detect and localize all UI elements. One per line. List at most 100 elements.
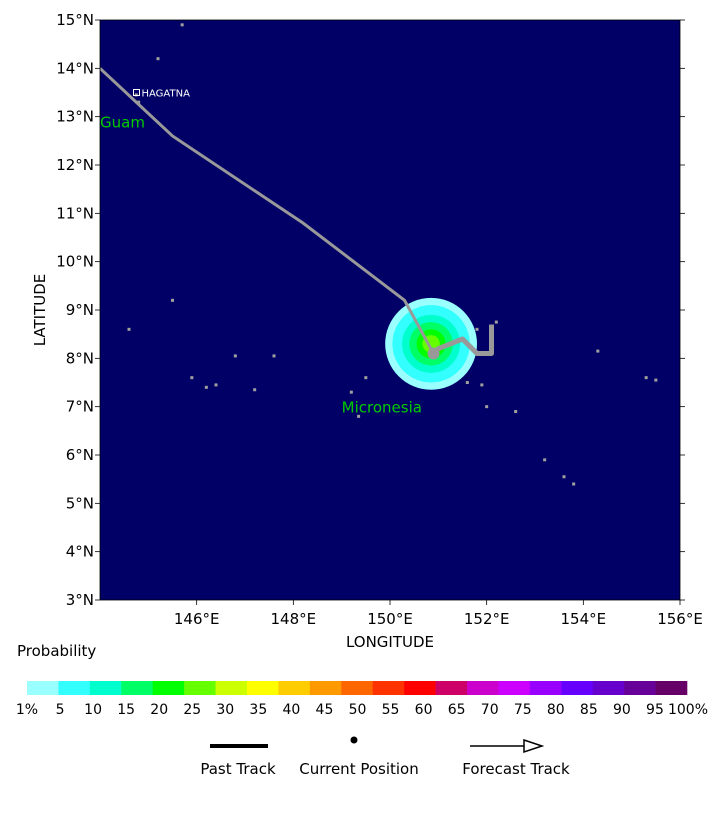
ocean-background: [100, 20, 680, 600]
island-speck: [204, 385, 208, 389]
lon-tick-label: 148°E: [271, 610, 317, 628]
city-marker-icon: [133, 89, 140, 96]
lon-tick-label: 154°E: [561, 610, 607, 628]
island-speck: [171, 298, 174, 302]
colorbar-label: 70: [481, 702, 499, 718]
lon-tick-label: 146°E: [174, 610, 220, 628]
colorbar-label: 35: [249, 702, 267, 718]
colorbar-swatch: [278, 681, 311, 695]
lat-tick-label: 10°N: [56, 253, 94, 271]
colorbar-label: 75: [514, 702, 532, 718]
colorbar-label: 50: [349, 702, 367, 718]
colorbar-swatch: [561, 681, 594, 695]
current-position-key-label: Current Position: [299, 760, 419, 778]
colorbar-swatch: [215, 681, 248, 695]
axis-ticks: 15°N 14°N 13°N 12°N 11°N 10°N 9°N 8°N 7°N 6°N 5°N 4…: [56, 11, 703, 628]
lat-tick-label: 4°N: [66, 543, 94, 561]
colorbar-label: 5: [56, 702, 65, 718]
colorbar-swatch: [372, 681, 405, 695]
colorbar-label: 1%: [16, 702, 38, 718]
island-speck: [654, 378, 658, 382]
island-speck: [156, 57, 160, 61]
forecast-track-key-arrow-icon: [523, 738, 545, 754]
island-speck: [572, 482, 576, 486]
island-speck: [272, 354, 276, 358]
colorbar-swatch: [58, 681, 91, 695]
colorbar-swatch: [121, 681, 154, 695]
island-speck: [562, 475, 566, 479]
lon-tick-label: 156°E: [657, 610, 703, 628]
y-axis-title: LATITUDE: [31, 274, 49, 347]
lat-tick-label: 6°N: [66, 446, 94, 464]
colorbar-label: 55: [382, 702, 400, 718]
map-panel: Guam Micronesia HAGATNA 15°N 14°N 13°N 12°N 11…: [56, 11, 703, 628]
place-label: HAGATNA: [142, 89, 191, 100]
colorbar-label: 45: [316, 702, 334, 718]
lat-tick-label: 12°N: [56, 156, 94, 174]
island-speck: [644, 376, 648, 380]
current-position-marker: [427, 347, 440, 360]
colorbar-swatch: [435, 681, 468, 695]
place-label: Micronesia: [342, 399, 422, 417]
probability-swath: [385, 297, 478, 390]
lon-tick-label: 152°E: [464, 610, 510, 628]
lat-tick-label: 5°N: [66, 494, 94, 512]
island-speck: [137, 100, 141, 104]
past-track-key-label: Past Track: [200, 760, 276, 778]
lat-tick-label: 9°N: [66, 301, 94, 319]
colorbar-label: 60: [415, 702, 433, 718]
colorbar-label: 30: [216, 702, 234, 718]
lat-tick-label: 11°N: [56, 204, 94, 222]
lat-tick-label: 15°N: [56, 11, 94, 29]
lon-tick-label: 150°E: [367, 610, 413, 628]
colorbar-swatch: [529, 681, 562, 695]
track-key: Past Track Current Position Forecast Tra…: [200, 736, 570, 778]
island-speck: [543, 458, 547, 462]
colorbar-label: 85: [580, 702, 598, 718]
island-speck: [127, 327, 131, 331]
colorbar-swatch: [592, 681, 625, 695]
colorbar-label: 100%: [668, 702, 708, 718]
forecast-track-key-label: Forecast Track: [462, 760, 570, 778]
past-track-line: [100, 67, 435, 355]
island-speck: [349, 390, 353, 394]
lat-tick-label: 8°N: [66, 349, 94, 367]
tracks-layer: [100, 67, 494, 360]
island-speck: [253, 388, 257, 392]
colorbar-swatch: [655, 681, 688, 695]
colorbar-swatch: [404, 681, 436, 695]
colorbar-swatch: [27, 681, 59, 695]
colorbar-label: 15: [117, 702, 135, 718]
colorbar-label: 90: [613, 702, 631, 718]
lat-tick-label: 7°N: [66, 398, 94, 416]
colorbar-label: 20: [150, 702, 168, 718]
island-speck: [214, 383, 218, 387]
island-speck: [134, 93, 138, 97]
island-speck: [233, 354, 237, 358]
colorbar-swatch: [341, 681, 374, 695]
lat-tick-label: 14°N: [56, 59, 94, 77]
colorbar-swatch: [152, 681, 185, 695]
island-speck: [485, 405, 489, 409]
colorbar-label: 95: [646, 702, 664, 718]
place-labels: Guam Micronesia HAGATNA: [100, 89, 422, 417]
island-speck: [494, 320, 498, 324]
island-speck: [465, 381, 469, 384]
island-speck: [596, 349, 600, 353]
probability-colorbar: 1% 5 10 15 20 25 30 35 40 45 50 55 60 65 70 75 80 85 90 95 1…: [16, 681, 708, 718]
colorbar-label: 40: [282, 702, 300, 718]
colorbar-swatch: [89, 681, 122, 695]
lat-tick-label: 13°N: [56, 108, 94, 126]
colorbar-swatch: [309, 681, 342, 695]
island-speck: [480, 383, 484, 387]
lat-tick-label: 3°N: [66, 591, 94, 609]
island-speck: [475, 327, 479, 331]
x-axis-title: LONGITUDE: [346, 633, 434, 651]
island-speck: [357, 414, 361, 418]
colorbar-label: 80: [547, 702, 565, 718]
current-position-key-dot: [350, 736, 358, 744]
colorbar-swatch: [184, 681, 216, 695]
colorbar-label: 25: [183, 702, 201, 718]
